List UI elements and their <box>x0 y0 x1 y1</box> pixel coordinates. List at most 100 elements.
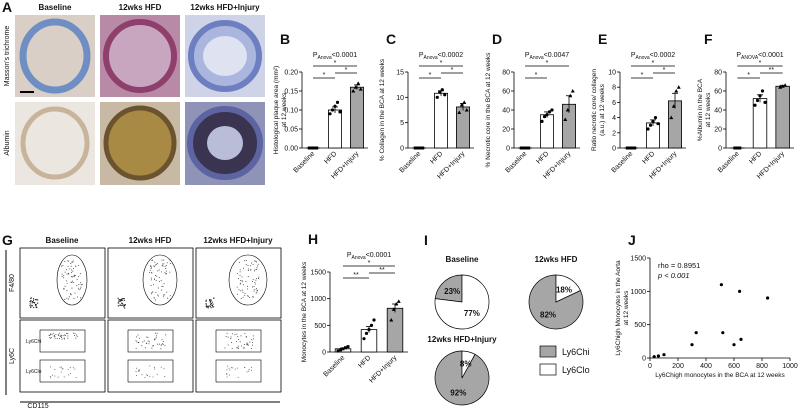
event <box>121 299 123 301</box>
event <box>63 287 65 289</box>
event <box>249 296 251 298</box>
event <box>161 289 163 291</box>
event <box>135 370 137 372</box>
gate <box>142 254 178 306</box>
event <box>56 337 58 339</box>
event <box>35 305 37 307</box>
event <box>121 304 123 307</box>
y-tick-label: 0.10 <box>284 108 298 115</box>
event <box>156 373 158 375</box>
event <box>246 285 248 287</box>
p-label: P <box>347 252 352 259</box>
significance-label: * <box>535 72 538 79</box>
gate <box>215 359 262 383</box>
event <box>164 345 166 347</box>
event <box>31 302 33 304</box>
data-point <box>369 323 374 327</box>
event <box>230 336 232 338</box>
p-value: PAnova<0.0001 <box>347 252 391 261</box>
event <box>157 295 159 297</box>
event <box>68 298 70 300</box>
event <box>244 366 246 368</box>
event <box>153 297 155 299</box>
event <box>252 338 254 340</box>
event <box>236 347 238 349</box>
event <box>138 337 140 339</box>
event <box>238 339 240 341</box>
data-point <box>389 318 394 322</box>
event <box>240 290 242 292</box>
data-point <box>396 299 401 303</box>
x-tick-label: HFD <box>748 150 763 165</box>
event <box>166 262 168 264</box>
pie-slice <box>434 274 463 303</box>
vessel <box>103 105 177 181</box>
y-tick-label: 500 <box>634 322 646 329</box>
event <box>124 307 126 309</box>
event <box>80 284 82 286</box>
p-label: P <box>631 52 636 59</box>
event <box>151 292 153 294</box>
event <box>49 336 51 338</box>
data-point <box>630 146 634 150</box>
event <box>166 273 168 275</box>
vessel <box>20 106 90 180</box>
event <box>161 265 163 267</box>
event <box>49 334 51 336</box>
event <box>258 276 260 278</box>
event <box>69 268 71 270</box>
event <box>236 286 238 288</box>
p-subscript: ANOVA <box>741 55 759 61</box>
event <box>73 268 75 270</box>
event <box>255 261 257 263</box>
data-point <box>367 328 371 332</box>
event <box>247 295 249 297</box>
bar <box>386 307 404 353</box>
event <box>61 275 63 277</box>
event <box>144 376 146 378</box>
event <box>245 264 247 266</box>
data-point <box>694 331 698 335</box>
data-point <box>459 102 464 107</box>
event <box>158 280 160 282</box>
data-point <box>522 146 526 150</box>
event <box>160 271 162 273</box>
event <box>158 277 160 279</box>
event <box>53 335 55 337</box>
event <box>66 333 68 335</box>
event <box>226 373 228 375</box>
event <box>73 298 75 300</box>
event <box>141 345 143 347</box>
event <box>67 337 69 339</box>
y-axis-label: Histological plaque area (mm²) <box>273 66 280 155</box>
flow-plot <box>107 247 194 319</box>
event <box>123 304 126 307</box>
y-tick-label: 80 <box>714 70 722 77</box>
event <box>54 336 56 338</box>
event <box>256 269 258 271</box>
event <box>50 333 52 335</box>
panel-letter: A <box>2 0 12 15</box>
y-tick-label: 8 <box>612 85 616 92</box>
event <box>74 334 76 336</box>
y-tick-label: 2 <box>612 130 616 137</box>
event <box>67 272 69 274</box>
event <box>161 285 163 287</box>
y-tick-label: 20 <box>714 127 722 134</box>
event <box>150 267 152 269</box>
event <box>238 278 240 280</box>
event <box>226 374 228 376</box>
data-point <box>545 113 549 117</box>
event <box>252 279 254 281</box>
event <box>71 287 73 289</box>
event <box>72 261 74 263</box>
event <box>230 367 232 369</box>
event <box>169 298 171 300</box>
event <box>60 371 62 373</box>
data-point <box>766 296 770 300</box>
y-axis-label: at 12 weeks <box>623 290 630 325</box>
data-point <box>652 355 656 359</box>
event <box>226 332 228 334</box>
data-point <box>312 146 316 150</box>
significance-label: * <box>323 72 326 79</box>
